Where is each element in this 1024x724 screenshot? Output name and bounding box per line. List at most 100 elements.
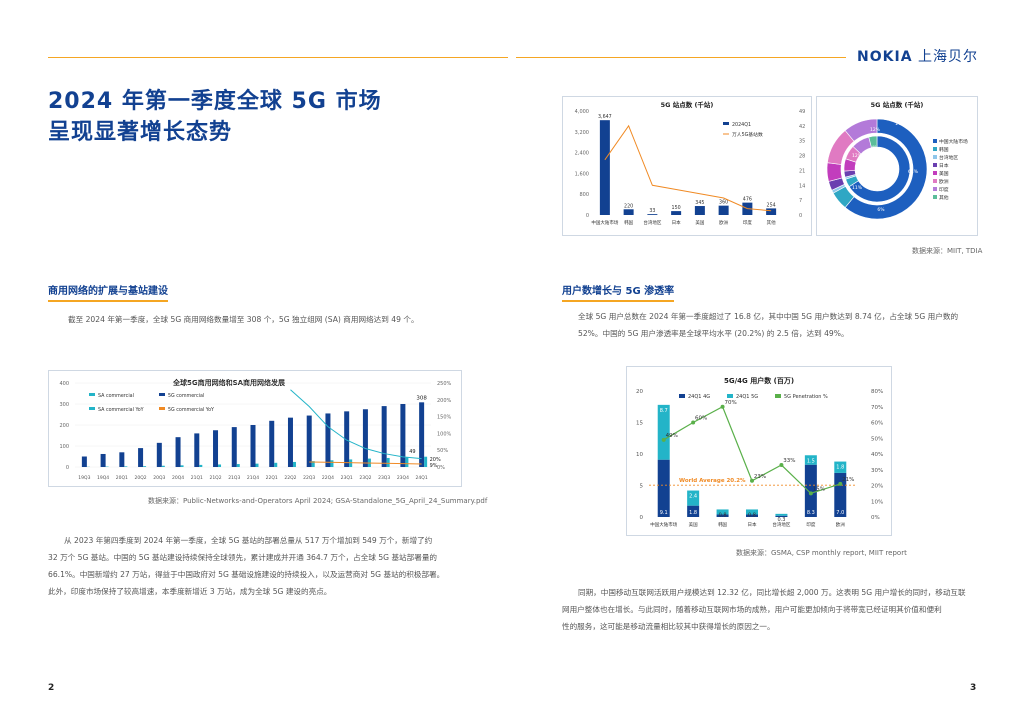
bar-5g-commercial [325,413,331,467]
point-penetration [779,463,784,468]
y-tick-left: 0 [586,213,589,219]
line-5g-yoy [309,461,422,465]
y-tick-right: 20% [871,484,883,490]
x-tick: 24Q1 [416,475,428,481]
paragraph-users: 全球 5G 用户总数在 2024 年第一季度超过了 16.8 亿，其中中国 5G… [578,308,978,342]
legend-swatch [933,155,937,159]
bar-5g-commercial [306,415,312,467]
x-tick: 21Q3 [228,475,240,481]
line-sa-yoy [290,389,422,460]
outer-label: 61% [908,169,919,175]
inner-label: 7% [861,165,869,171]
bar-5g-commercial [269,420,275,467]
section-heading-network: 商用网络的扩展与基站建设 [48,282,168,302]
y-tick-right: 200% [437,398,452,404]
legend-swatch [775,394,781,398]
site-donut-svg: 5G 站点数 (千站)66%4%3%6%7%9%61%6%12%12%11%2%… [826,100,968,220]
paragraph-mobile-internet: 同期，中国移动互联网活跃用户规模达到 12.32 亿，同比增长超 2,000 万… [562,584,982,635]
label-9pct: 9% [430,463,438,469]
page-title: 2024 年第一季度全球 5G 市场 呈现显著增长态势 [48,86,382,148]
bar-4g [804,464,817,517]
bar-5g-commercial [419,402,425,467]
bar-sa-commercial [330,460,334,467]
label-49: 49 [409,449,415,455]
para2-line-2: 32 万个 5G 基站。中国的 5G 基站建设持续保持全球领先，累计建成并开通 … [48,553,438,562]
x-tick: 23Q2 [359,475,371,481]
bar-sites [623,209,634,215]
para4-line-2: 网用户整体也在增长。与此同时，随着移动互联网市场的成熟，用户可能更加倾向于将带宽… [562,605,942,614]
header-rule-left [48,57,508,58]
point-label: 23% [754,474,766,480]
x-tick: 中国大陆市场 [591,219,618,226]
page-number-left: 2 [48,683,55,693]
bar-5g [804,455,817,465]
y-tick-left: 200 [59,423,69,429]
chart-title: 全球5G商用网络和SA商用网络发展 [172,378,286,387]
legend-swatch [933,187,937,191]
label-308: 308 [416,395,427,401]
y-tick-right: 50% [437,448,448,454]
x-tick: 台湾地区 [772,521,790,528]
bar-value-label: 254 [767,202,776,208]
x-tick: 日本 [672,219,681,226]
bar-5g-commercial [81,456,87,467]
donut-inner-slice [848,135,911,203]
legend-label: 24Q1 4G [688,394,710,400]
para3-line-2: 52%。中国的 5G 用户渗透率是全球平均水平 (20.2%) 的 2.5 倍，… [578,329,849,338]
x-tick: 美国 [689,521,698,528]
y-tick-right: 28 [799,154,805,160]
y-tick-left: 800 [579,192,589,198]
bar-5g [834,461,847,473]
point-label: 21% [842,477,854,483]
donut-outer-slice [826,162,843,182]
section-heading-users: 用户数增长与 5G 渗透率 [562,282,675,302]
chart-network-growth: 全球5G商用网络和SA商用网络发展 0 100 200 300 400 0% 50% 100% 1… [48,370,462,487]
bar-value-label: 150 [672,205,681,211]
source-sites: 数据来源：MIIT, TDIA [912,247,983,255]
point-penetration [691,420,696,425]
bar-5g-commercial [138,448,144,467]
chart-user-count: 5G/4G 用户数 (百万) 0 5 10 15 20 0% 10% 20% 30% 40% 50% 6… [626,366,892,536]
bar-5g-commercial [381,406,387,467]
legend-label: 韩国 [939,146,949,153]
bar-4g [746,514,758,517]
outer-label: 6% [877,207,885,213]
bar-5g-commercial [213,430,219,467]
bar-sites [694,206,705,215]
y-tick-left: 20 [636,389,643,395]
chart-site-count-bar: 5G 站点数 (千站) 0 800 1,600 2,400 3,200 4,000 0 7 14 2… [562,96,812,236]
para3-line-1: 全球 5G 用户总数在 2024 年第一季度超过了 16.8 亿，其中中国 5G… [578,312,959,321]
y-tick-right: 21 [799,168,805,174]
point-label: 70% [724,400,736,406]
y-tick-right: 49 [799,109,805,115]
legend-swatch [159,393,165,396]
inner-label: 6% [860,159,868,165]
bar-5g-commercial [250,425,256,467]
bar-label-4g: 7.0 [836,510,844,516]
y-tick-right: 40% [871,452,883,458]
outer-label: 11% [852,185,863,191]
line-per-10k [604,124,772,212]
bar-4g [716,514,729,517]
point-label: 33% [783,458,795,464]
title-line-2: 呈现显著增长态势 [48,120,233,145]
bar-sites [647,214,658,215]
legend-label: 中国大陆市场 [939,138,968,145]
x-tick: 欧洲 [719,219,728,226]
y-tick-right: 0% [437,465,445,471]
bar-5g [775,513,788,516]
y-tick-left: 0 [66,465,69,471]
bar-label-5g: 1.8 [836,465,844,471]
y-tick-right: 10% [871,499,883,505]
x-tick: 22Q2 [284,475,296,481]
para4-line-3: 性的服务，这可能是移动流量相比较其中获得增长的原因之一。 [562,622,775,631]
bar-sites [718,205,729,215]
point-label: 49% [666,433,678,439]
legend-swatch [933,195,937,199]
x-tick: 韩国 [718,521,727,528]
chart-title: 5G/4G 用户数 (百万) [724,376,794,385]
inner-label: 9% [865,175,873,181]
legend-swatch [679,394,685,398]
users-chart-svg: 5G/4G 用户数 (百万) 0 5 10 15 20 0% 10% 20% 30% 40% 50% 6… [636,376,883,528]
label-20pct: 20% [430,457,441,463]
